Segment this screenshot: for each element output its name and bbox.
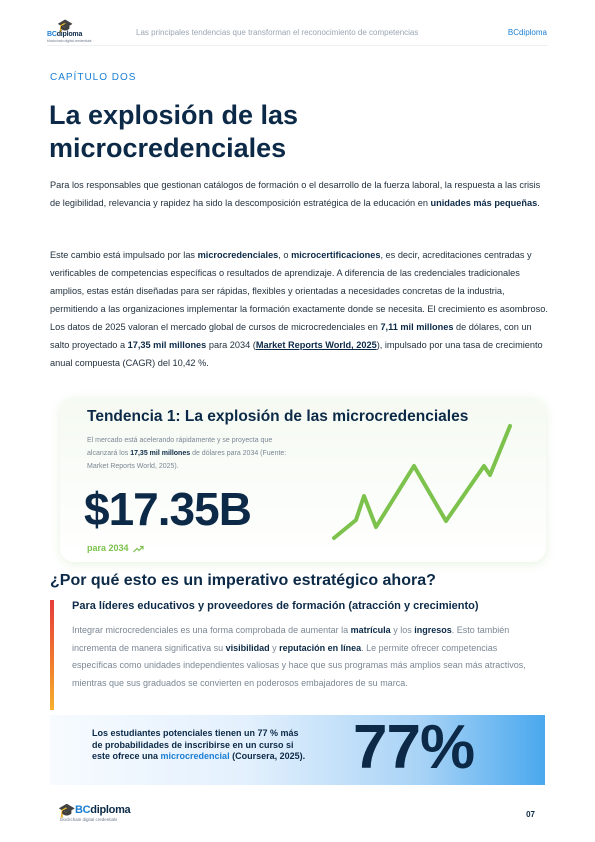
body-paragraph: Este cambio está impulsado por las micro… [50, 250, 548, 368]
footer-logo-wordmark: BCdiploma [75, 804, 131, 816]
footer-logo-tagline: blockchain digital credentials [60, 817, 118, 822]
running-title: Las principales tendencias que transform… [136, 28, 419, 37]
page-number: 07 [526, 810, 535, 819]
market-value-figure: $17.35B [84, 483, 252, 535]
section-paragraph: Integrar microcredenciales es una forma … [72, 625, 526, 688]
graduation-cap-icon: 🎓 [57, 18, 74, 33]
page-title: La explosión de las microcredenciales [49, 100, 299, 163]
accent-bar [50, 600, 54, 710]
graduation-cap-icon: 🎓 [58, 802, 76, 818]
logo-wordmark: BCdiploma [47, 31, 83, 38]
header-brand: BCdiploma [507, 28, 547, 37]
card-subtitle: para 2034 [87, 543, 144, 553]
logo-tagline: blockchain digital credentials [47, 39, 92, 43]
card-description: El mercado está acelerando rápidamente y… [87, 437, 287, 470]
intro-paragraph: Para los responsables que gestionan catá… [50, 180, 541, 208]
bcdiploma-logo: 🎓 BCdiploma blockchain digital credentia… [47, 18, 97, 43]
header-divider [47, 45, 548, 46]
growth-line-graphic [332, 424, 512, 540]
trend-card: Tendencia 1: La explosión de las microcr… [60, 398, 546, 562]
section-subheading: Para líderes educativos y proveedores de… [72, 600, 479, 612]
citation-link[interactable]: Market Reports World, 2025 [255, 340, 377, 350]
stat-figure: 77% [353, 715, 475, 782]
chapter-label: CAPÍTULO DOS [50, 72, 137, 83]
page-header: 🎓 BCdiploma blockchain digital credentia… [0, 0, 595, 48]
stat-banner: Los estudiantes potenciales tienen un 77… [50, 715, 545, 785]
footer-logo: 🎓 BCdiploma blockchain digital credentia… [58, 803, 158, 825]
growth-line [332, 424, 512, 540]
section-heading: ¿Por qué esto es un imperativo estratégi… [50, 572, 436, 589]
trending-up-icon [133, 545, 144, 553]
card-title: Tendencia 1: La explosión de las microcr… [87, 408, 469, 425]
stat-text: Los estudiantes potenciales tienen un 77… [92, 728, 306, 761]
